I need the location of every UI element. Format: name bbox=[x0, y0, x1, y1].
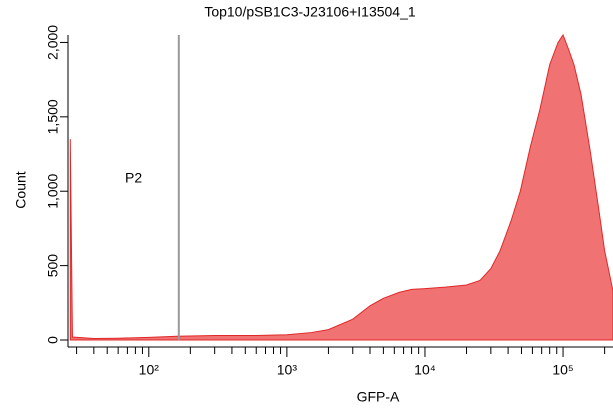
y-tick-label: 500 bbox=[45, 254, 61, 278]
y-tick-label: 1,500 bbox=[45, 99, 61, 134]
x-tick-label: 10³ bbox=[277, 362, 298, 378]
histogram-area bbox=[69, 33, 613, 341]
y-tick-label: 2,000 bbox=[45, 25, 61, 60]
y-tick-label: 0 bbox=[45, 336, 61, 344]
x-tick-label: 10⁴ bbox=[414, 362, 436, 378]
x-tick-label: 10⁵ bbox=[552, 362, 573, 378]
y-axis-label: Count bbox=[13, 171, 29, 208]
x-tick-label: 10² bbox=[139, 362, 160, 378]
y-tick-label: 1,000 bbox=[45, 173, 61, 208]
chart-title: Top10/pSB1C3-J23106+I13504_1 bbox=[204, 4, 416, 20]
x-axis-label: GFP-A bbox=[357, 389, 400, 405]
gate-label: P2 bbox=[125, 170, 142, 186]
